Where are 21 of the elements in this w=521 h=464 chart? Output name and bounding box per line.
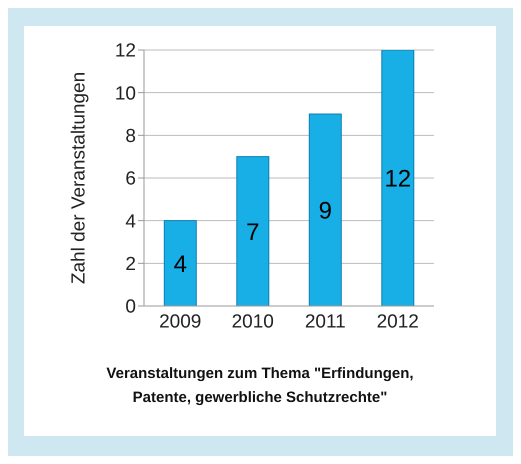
y-tick-label: 10 <box>114 83 136 104</box>
y-tick-label: 12 <box>114 40 136 62</box>
data-label: 4 <box>174 250 187 278</box>
x-axis-title: Veranstaltungen zum Thema "Erfindungen, Patente, gewerbliche Schutzrechte" <box>105 364 415 408</box>
bar <box>236 156 270 306</box>
bar <box>164 220 197 306</box>
data-label: 7 <box>246 218 260 246</box>
y-tick-label: 6 <box>125 168 136 190</box>
y-axis-title: Zahl der Veranstaltungen <box>68 72 90 284</box>
x-tick-label: 2010 <box>232 311 274 332</box>
x-tick-label: 2009 <box>159 311 202 332</box>
y-tick-label: 4 <box>125 211 136 232</box>
bar <box>308 114 342 306</box>
y-tick-label: 0 <box>125 296 136 318</box>
y-tick-label: 8 <box>125 126 136 148</box>
y-tick-label: 2 <box>125 254 136 276</box>
x-tick-label: 2011 <box>304 311 346 332</box>
data-label: 9 <box>318 198 332 225</box>
data-label: 12 <box>384 166 412 193</box>
bar <box>381 50 414 306</box>
x-tick-label: 2012 <box>376 311 419 332</box>
